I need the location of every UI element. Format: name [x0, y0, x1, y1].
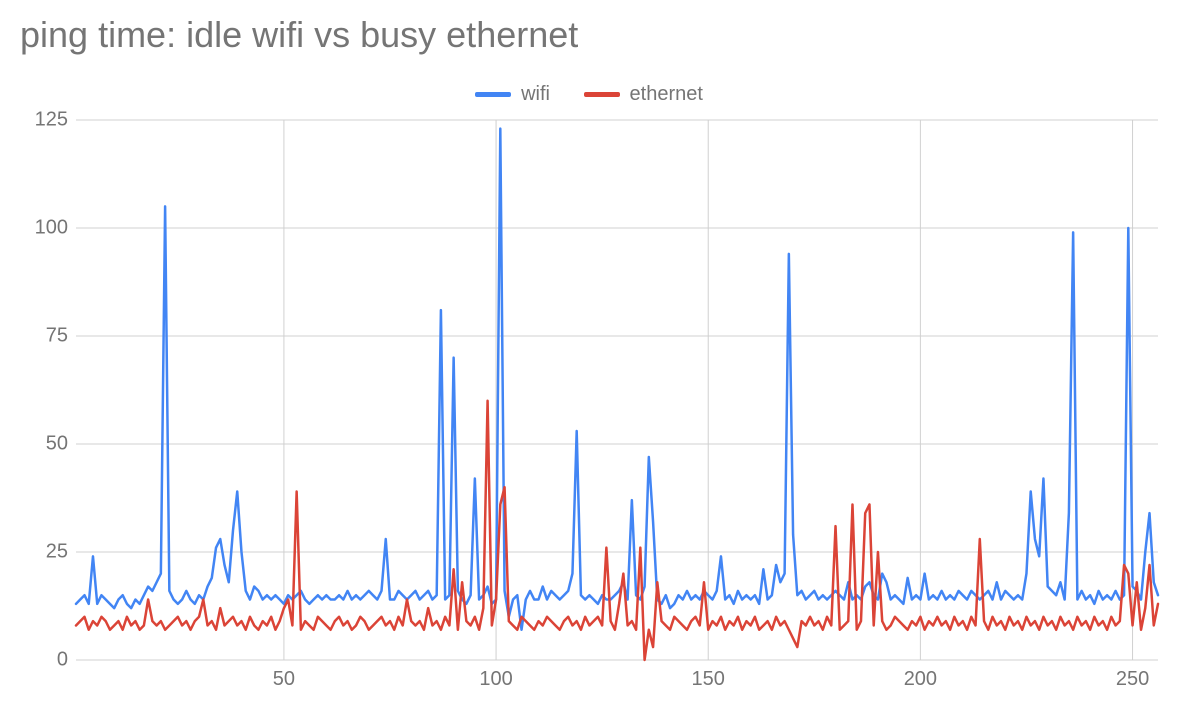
legend-item-ethernet: ethernet: [584, 83, 703, 106]
legend-item-wifi: wifi: [475, 83, 550, 106]
x-tick-label: 250: [1116, 668, 1149, 691]
plot-area: [76, 120, 1158, 660]
y-tick-label: 100: [12, 217, 68, 240]
y-tick-label: 125: [12, 109, 68, 132]
legend-swatch-ethernet: [584, 92, 620, 97]
legend: wifi ethernet: [0, 80, 1178, 106]
x-tick-label: 50: [273, 668, 295, 691]
series-line-wifi: [76, 129, 1158, 630]
plot-svg: [76, 120, 1158, 660]
legend-label-ethernet: ethernet: [630, 83, 703, 106]
legend-label-wifi: wifi: [521, 83, 550, 106]
series-line-ethernet: [76, 401, 1158, 660]
y-tick-label: 25: [12, 541, 68, 564]
x-tick-label: 150: [692, 668, 725, 691]
y-tick-label: 75: [12, 325, 68, 348]
x-tick-label: 100: [479, 668, 512, 691]
y-tick-label: 50: [12, 433, 68, 456]
chart-title: ping time: idle wifi vs busy ethernet: [20, 14, 578, 56]
legend-swatch-wifi: [475, 92, 511, 97]
chart-container: ping time: idle wifi vs busy ethernet wi…: [0, 0, 1178, 704]
y-tick-label: 0: [12, 649, 68, 672]
x-tick-label: 200: [904, 668, 937, 691]
